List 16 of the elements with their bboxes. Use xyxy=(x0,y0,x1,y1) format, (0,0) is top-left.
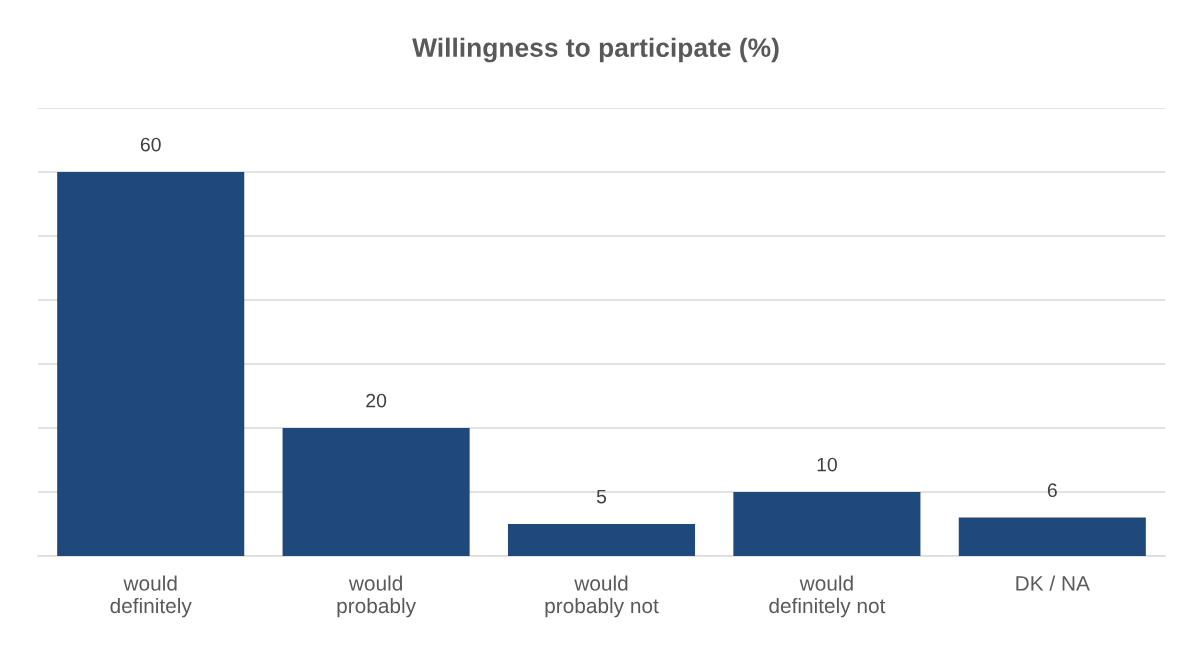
bar xyxy=(733,492,921,556)
data-label: 6 xyxy=(1047,483,1057,498)
x-tick-label: would definitely not xyxy=(769,575,886,618)
chart-title: Willingness to participate (%) xyxy=(412,37,779,63)
bar xyxy=(507,524,696,556)
x-tick-label: DK / NA xyxy=(1016,575,1090,591)
x-tick-label: would definitely xyxy=(110,575,192,618)
bar xyxy=(958,517,1146,556)
data-label: 20 xyxy=(366,393,387,408)
x-tick-label: would probably xyxy=(337,575,417,618)
data-label: 10 xyxy=(817,457,837,472)
bar xyxy=(57,172,245,556)
bar xyxy=(282,428,470,556)
data-label: 5 xyxy=(596,489,607,504)
x-tick-label: would probably not xyxy=(545,575,659,618)
data-label: 60 xyxy=(140,137,161,152)
